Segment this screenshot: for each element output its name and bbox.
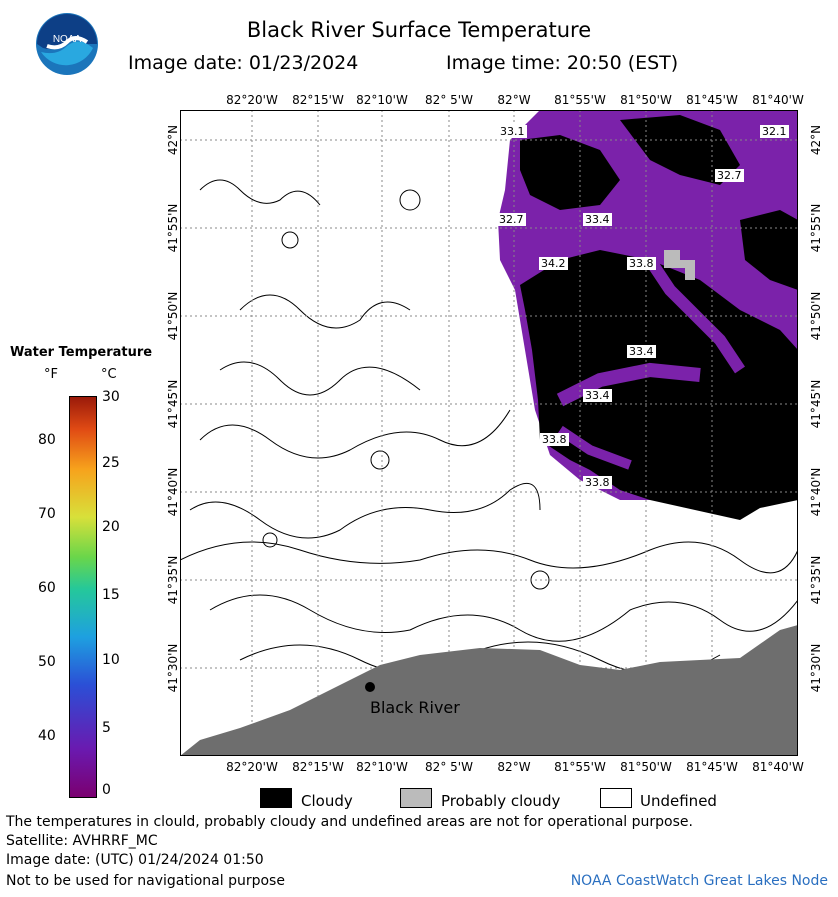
probably-cloudy-area xyxy=(664,250,695,280)
place-label-black-river: Black River xyxy=(370,698,460,717)
temp-label: 33.1 xyxy=(498,125,527,138)
scale-c-tick: 15 xyxy=(102,587,120,603)
logo-text: NOAA xyxy=(53,34,82,45)
lat-label-right: 41°45'N xyxy=(809,379,823,429)
temp-label: 33.8 xyxy=(540,433,569,446)
footer-nav-warning: Not to be used for navigational purpose xyxy=(6,873,285,889)
land-area xyxy=(180,625,798,756)
lat-label-left: 41°35'N xyxy=(166,555,180,605)
lat-label-right: 41°40'N xyxy=(809,467,823,517)
lon-label-top: 81°40'W xyxy=(752,93,804,107)
legend-swatch-cloudy xyxy=(260,788,292,808)
noaa-logo: NOAA xyxy=(36,13,98,75)
lon-label-bottom: 81°50'W xyxy=(620,760,672,774)
temp-label: 33.4 xyxy=(627,345,656,358)
scale-f-tick: 80 xyxy=(38,432,56,448)
scale-f-tick: 70 xyxy=(38,506,56,522)
temp-label: 33.8 xyxy=(627,257,656,270)
lon-label-top: 82°10'W xyxy=(356,93,408,107)
lon-label-top: 82°15'W xyxy=(292,93,344,107)
scale-unit-f: °F xyxy=(44,367,58,382)
lat-label-right: 41°55'N xyxy=(809,203,823,253)
lon-label-top: 81°50'W xyxy=(620,93,672,107)
legend-label-cloudy: Cloudy xyxy=(301,792,353,810)
lat-label-left: 41°55'N xyxy=(166,203,180,253)
color-scale-bar xyxy=(69,396,97,798)
scale-f-tick: 60 xyxy=(38,580,56,596)
lat-label-left: 41°30'N xyxy=(166,643,180,693)
lat-label-right: 42°N xyxy=(809,124,823,156)
legend-swatch-probably-cloudy xyxy=(400,788,432,808)
scale-c-tick: 30 xyxy=(102,389,120,405)
map-frame xyxy=(180,110,798,756)
scale-unit-c: °C xyxy=(101,367,117,382)
temp-label: 32.7 xyxy=(715,169,744,182)
lon-label-bottom: 81°45'W xyxy=(686,760,738,774)
lon-label-top: 82° 5'W xyxy=(425,93,473,107)
lat-label-left: 41°45'N xyxy=(166,379,180,429)
temp-label: 33.4 xyxy=(583,389,612,402)
lon-label-bottom: 82°20'W xyxy=(226,760,278,774)
footer-disclaimer: The temperatures in clould, probably clo… xyxy=(6,814,693,830)
temp-label: 33.8 xyxy=(583,476,612,489)
map-area xyxy=(180,110,798,756)
scale-f-tick: 50 xyxy=(38,654,56,670)
lat-label-right: 41°30'N xyxy=(809,643,823,693)
lat-label-left: 41°40'N xyxy=(166,467,180,517)
scale-title: Water Temperature xyxy=(10,345,153,360)
legend-label-undefined: Undefined xyxy=(640,792,717,810)
lon-label-bottom: 82°10'W xyxy=(356,760,408,774)
lon-label-bottom: 82° 5'W xyxy=(425,760,473,774)
cloud-area xyxy=(520,135,620,210)
black-river-marker xyxy=(365,682,375,692)
cloud-area xyxy=(740,210,798,290)
scale-c-tick: 0 xyxy=(102,782,111,798)
footer-satellite: Satellite: AVHRRF_MC xyxy=(6,833,158,849)
footer-credit: NOAA CoastWatch Great Lakes Node xyxy=(570,873,828,889)
lon-label-top: 81°45'W xyxy=(686,93,738,107)
temp-label: 33.4 xyxy=(583,213,612,226)
lon-label-top: 82°W xyxy=(497,93,531,107)
lon-label-bottom: 82°W xyxy=(497,760,531,774)
footer-utc-date: Image date: (UTC) 01/24/2024 01:50 xyxy=(6,852,264,868)
lon-label-top: 82°20'W xyxy=(226,93,278,107)
lon-label-top: 81°55'W xyxy=(554,93,606,107)
temp-label: 32.1 xyxy=(760,125,789,138)
lat-label-right: 41°50'N xyxy=(809,291,823,341)
legend-label-probably-cloudy: Probably cloudy xyxy=(441,792,561,810)
scale-f-tick: 40 xyxy=(38,728,56,744)
scale-c-tick: 20 xyxy=(102,519,120,535)
map-title: Black River Surface Temperature xyxy=(246,18,592,42)
lat-label-right: 41°35'N xyxy=(809,555,823,605)
scale-c-tick: 5 xyxy=(102,720,111,736)
image-date: Image date: 01/23/2024 xyxy=(128,52,359,74)
scale-c-tick: 25 xyxy=(102,455,120,471)
lon-label-bottom: 81°40'W xyxy=(752,760,804,774)
lat-label-left: 41°50'N xyxy=(166,291,180,341)
lon-label-bottom: 82°15'W xyxy=(292,760,344,774)
scale-c-tick: 10 xyxy=(102,652,120,668)
lat-label-left: 42°N xyxy=(166,124,180,156)
lon-label-bottom: 81°55'W xyxy=(554,760,606,774)
legend-swatch-undefined xyxy=(600,788,632,808)
temp-label: 32.7 xyxy=(497,213,526,226)
image-time: Image time: 20:50 (EST) xyxy=(446,52,679,74)
temp-label: 34.2 xyxy=(539,257,568,270)
cloud-area xyxy=(620,115,740,185)
